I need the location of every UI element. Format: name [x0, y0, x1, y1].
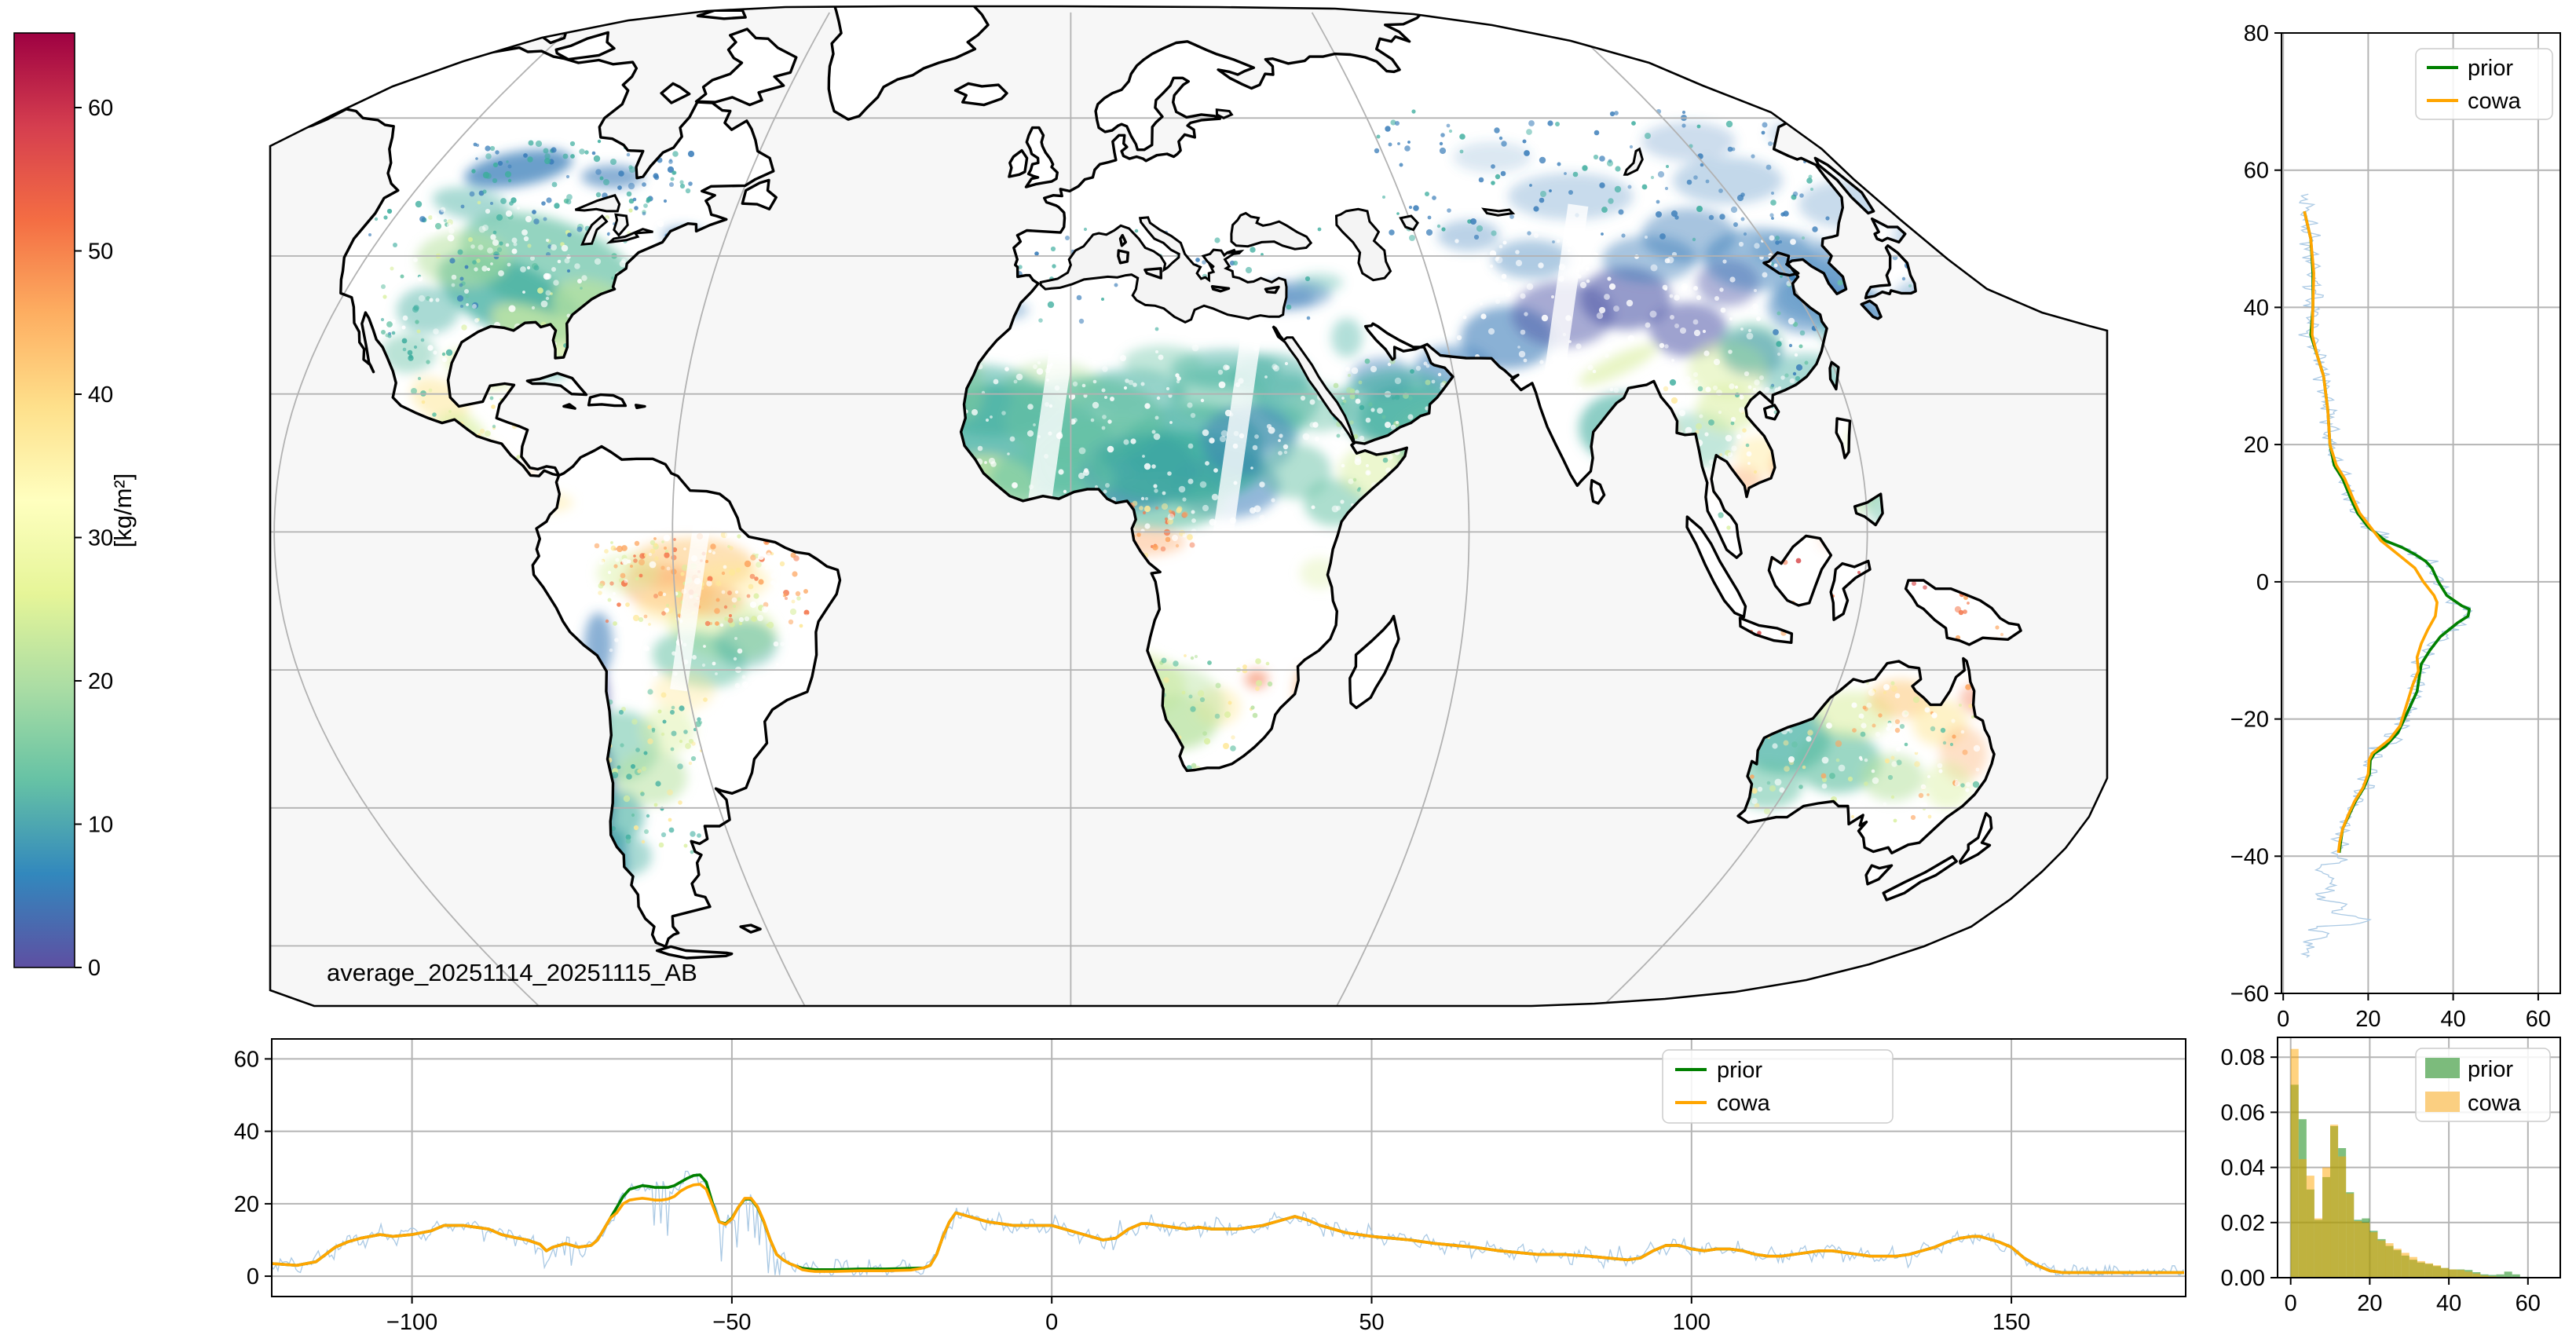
- svg-text:40: 40: [88, 382, 113, 408]
- svg-text:prior: prior: [2468, 56, 2513, 81]
- svg-text:10: 10: [88, 813, 113, 838]
- svg-text:50: 50: [88, 240, 113, 265]
- svg-text:prior: prior: [2468, 1057, 2513, 1082]
- svg-text:40: 40: [2440, 1007, 2465, 1032]
- svg-text:−40: −40: [2230, 844, 2269, 869]
- svg-text:60: 60: [2516, 1291, 2541, 1316]
- svg-text:20: 20: [2355, 1007, 2380, 1032]
- svg-text:−60: −60: [2230, 982, 2269, 1007]
- svg-text:0.04: 0.04: [2221, 1156, 2265, 1181]
- svg-text:−20: −20: [2230, 708, 2269, 733]
- svg-text:40: 40: [234, 1120, 259, 1145]
- svg-text:80: 80: [2244, 21, 2269, 46]
- svg-text:60: 60: [88, 96, 113, 121]
- svg-text:100: 100: [1673, 1310, 1711, 1331]
- svg-text:20: 20: [234, 1192, 259, 1217]
- svg-text:cowa: cowa: [2468, 1091, 2522, 1116]
- svg-text:20: 20: [2357, 1291, 2382, 1316]
- svg-text:0: 0: [2256, 570, 2269, 595]
- svg-text:60: 60: [234, 1047, 259, 1072]
- svg-text:0: 0: [88, 956, 101, 981]
- svg-text:0.08: 0.08: [2221, 1045, 2265, 1070]
- svg-text:0: 0: [247, 1264, 259, 1289]
- svg-text:0: 0: [1045, 1310, 1058, 1331]
- svg-text:0: 0: [2285, 1291, 2297, 1316]
- svg-text:−50: −50: [712, 1310, 751, 1331]
- svg-text:0.06: 0.06: [2221, 1100, 2265, 1125]
- svg-text:[kg/m²]: [kg/m²]: [109, 474, 137, 548]
- svg-text:20: 20: [88, 669, 113, 694]
- svg-text:−100: −100: [386, 1310, 437, 1331]
- svg-text:40: 40: [2436, 1291, 2461, 1316]
- svg-text:60: 60: [2244, 159, 2269, 184]
- svg-text:40: 40: [2244, 295, 2269, 320]
- svg-text:cowa: cowa: [2468, 89, 2522, 114]
- svg-text:prior: prior: [1717, 1058, 1762, 1083]
- svg-text:60: 60: [2526, 1007, 2551, 1032]
- svg-text:150: 150: [1992, 1310, 2030, 1331]
- svg-text:0.00: 0.00: [2221, 1266, 2265, 1291]
- svg-text:cowa: cowa: [1717, 1091, 1771, 1116]
- svg-text:0.02: 0.02: [2221, 1211, 2265, 1236]
- svg-text:50: 50: [1359, 1310, 1384, 1331]
- svg-text:20: 20: [2244, 433, 2269, 458]
- svg-text:average_20251114_20251115_AB: average_20251114_20251115_AB: [327, 959, 697, 986]
- svg-text:0: 0: [2277, 1007, 2289, 1032]
